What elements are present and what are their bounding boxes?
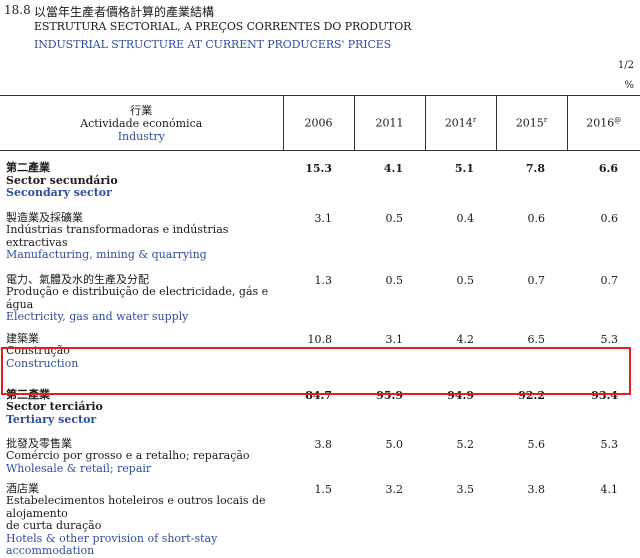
row-label-en: Manufacturing, mining & quarrying — [6, 248, 207, 261]
row-label-en: Tertiary sector — [6, 412, 97, 426]
table-row-electricity: 電力、氣體及水的生產及分配 Produção e distribuição de… — [0, 262, 640, 324]
table-row-manufacturing: 製造業及採礦業 Indústrias transformadoras e ind… — [0, 200, 640, 262]
cell-value: 6.5 — [527, 332, 546, 346]
cell-value: 5.1 — [454, 162, 474, 175]
industry-structure-table: 行業 Actividade económica Industry 2006 20… — [0, 95, 640, 558]
cell-value: 6.6 — [598, 162, 618, 175]
table-row-construction: 建築業 Construção Construction 10.8 3.1 4.2… — [0, 324, 640, 382]
year-header-2011: 2011 — [353, 95, 425, 151]
cell-value: 4.2 — [456, 332, 475, 346]
cell-value: 4.1 — [600, 482, 619, 496]
year-header-2015: 2015r — [495, 95, 567, 151]
cell-value: 93.4 — [591, 388, 618, 402]
row-label-zh: 批發及零售業 — [6, 436, 72, 450]
cell-value: 4.1 — [383, 162, 403, 175]
cell-value: 5.2 — [456, 437, 475, 451]
row-label-zh: 製造業及採礦業 — [6, 210, 83, 224]
unit-label: % — [624, 80, 634, 91]
cell-value: 3.2 — [385, 482, 404, 496]
industry-header-pt: Actividade económica — [80, 116, 203, 130]
cell-value: 94.9 — [447, 388, 474, 402]
year-label: 2014 — [444, 116, 473, 130]
row-label-en: Hotels & other provision of short-stay a… — [6, 531, 218, 557]
cell-value: 3.5 — [456, 482, 475, 496]
cell-value: 3.1 — [385, 332, 404, 346]
cell-value: 92.2 — [518, 388, 545, 402]
cell-value: 7.8 — [525, 162, 545, 175]
row-label-pt: Sector secundário — [6, 173, 118, 187]
row-label-en: Electricity, gas and water supply — [6, 310, 189, 323]
cell-value: 0.5 — [385, 273, 404, 287]
industry-header-zh: 行業 — [130, 103, 153, 117]
table-row-secondary-sector: 第二產業 Sector secundário Secondary sector … — [0, 151, 640, 200]
table-title-pt: ESTRUTURA SECTORIAL, A PREÇOS CORRENTES … — [34, 20, 412, 33]
cell-value: 0.5 — [385, 211, 404, 225]
cell-value: 5.6 — [527, 437, 546, 451]
year-label: 2015 — [515, 116, 544, 130]
year-note: @ — [614, 116, 622, 125]
row-label-zh: 建築業 — [6, 331, 39, 345]
cell-value: 5.3 — [600, 332, 619, 346]
cell-value: 3.8 — [314, 437, 333, 451]
cell-value: 3.1 — [314, 211, 333, 225]
year-header-2006: 2006 — [282, 95, 354, 151]
row-label-pt: Indústrias transformadoras e indústrias … — [6, 223, 229, 249]
row-label-en: Construction — [6, 356, 79, 370]
cell-value: 5.3 — [600, 437, 619, 451]
cell-value: 0.6 — [527, 211, 546, 225]
cell-value: 0.4 — [456, 211, 475, 225]
row-label-pt: Comércio por grosso e a retalho; reparaç… — [6, 449, 250, 462]
row-label-zh: 酒店業 — [6, 481, 39, 495]
cell-value: 1.3 — [314, 273, 333, 287]
table-title-en: INDUSTRIAL STRUCTURE AT CURRENT PRODUCER… — [34, 38, 392, 51]
row-label-pt: Produção e distribuição de electricidade… — [6, 285, 269, 311]
table-row-wholesale-retail: 批發及零售業 Comércio por grosso e a retalho; … — [0, 430, 640, 478]
year-note: r — [543, 116, 548, 125]
year-header-2014: 2014r — [424, 95, 496, 151]
cell-value: 3.8 — [527, 482, 546, 496]
row-label-pt: Construção — [6, 344, 70, 357]
cell-value: 10.8 — [307, 332, 333, 346]
row-label-en: Secondary sector — [6, 186, 112, 199]
row-label-zh: 電力、氣體及水的生產及分配 — [6, 272, 149, 286]
cell-value: 15.3 — [305, 162, 332, 175]
cell-value: 0.7 — [600, 273, 619, 287]
table-header-row: 行業 Actividade económica Industry 2006 20… — [0, 95, 640, 151]
year-label: 2016 — [586, 116, 615, 130]
row-label-pt: Sector terciário — [6, 400, 103, 413]
cell-value: 5.0 — [385, 437, 404, 451]
year-label: 2006 — [304, 116, 333, 130]
table-row-tertiary-sector: 第三產業 Sector terciário Tertiary sector 84… — [0, 382, 640, 430]
cell-value: 0.5 — [456, 273, 475, 287]
row-label-en: Wholesale & retail; repair — [6, 461, 152, 475]
industry-header-en: Industry — [117, 129, 165, 143]
year-label: 2011 — [375, 116, 404, 130]
cell-value: 84.7 — [305, 388, 332, 402]
table-number: 18.8 — [4, 3, 31, 17]
cell-value: 95.9 — [376, 388, 403, 402]
cell-value: 0.6 — [600, 211, 619, 225]
page-indicator: 1/2 — [617, 60, 634, 71]
cell-value: 1.5 — [314, 482, 333, 496]
industry-column-header: 行業 Actividade económica Industry — [0, 95, 283, 151]
cell-value: 0.7 — [527, 273, 546, 287]
row-label-pt: Estabelecimentos hoteleiros e outros loc… — [6, 494, 266, 520]
table-row-hotels: 酒店業 Estabelecimentos hoteleiros e outros… — [0, 478, 640, 558]
row-label-pt-continued: de curta duração — [6, 519, 102, 532]
row-label-zh: 第二產業 — [6, 161, 50, 174]
year-header-2016: 2016@ — [566, 95, 640, 151]
year-note: r — [472, 116, 477, 125]
table-title-zh: 以當年生產者價格計算的產業結構 — [34, 5, 215, 19]
